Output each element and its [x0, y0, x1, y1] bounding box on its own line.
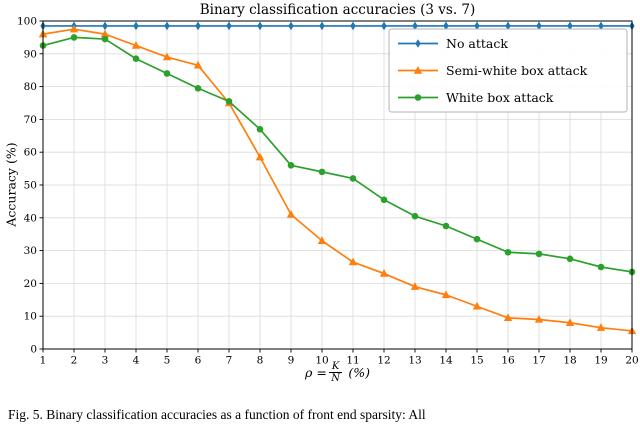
legend-label: White box attack [446, 90, 554, 105]
y-tick-label: 30 [24, 245, 37, 257]
x-tick-label: 6 [195, 355, 202, 367]
legend-label: No attack [446, 36, 508, 51]
x-tick-label: 5 [164, 355, 171, 367]
x-tick-label: 3 [102, 355, 109, 367]
x-tick-label: 13 [408, 355, 421, 367]
y-tick-label: 10 [24, 311, 37, 323]
series-semi-white-box-attack [38, 24, 637, 335]
plot-area: 1 2 3 4 5 6 7 8 9 10 11 12 13 14 15 16 17 18 19 20010203040… [17, 16, 639, 367]
y-tick-label: 70 [24, 114, 37, 126]
y-tick-label: 50 [24, 180, 37, 192]
legend: No attack Semi-white box attack White box … [388, 28, 628, 113]
series-white-box-attack [39, 34, 636, 276]
y-tick-label: 60 [24, 147, 37, 159]
x-tick-label: 1 [40, 355, 47, 367]
x-tick-label: 8 [257, 355, 264, 367]
x-tick-label: 11 [346, 355, 359, 367]
x-tick-label: 4 [133, 355, 140, 367]
y-tick-label: 40 [24, 212, 37, 224]
figure-caption: Fig. 5. Binary classification accuracies… [8, 407, 426, 422]
x-tick-label: 20 [625, 355, 638, 367]
legend-label: Semi-white box attack [446, 63, 588, 78]
y-tick-label: 0 [30, 344, 37, 356]
plot-border [42, 20, 633, 350]
xlabel-denominator: N [331, 373, 340, 384]
x-tick-label: 19 [594, 355, 607, 367]
chart-title: Binary classification accuracies (3 vs. … [199, 2, 476, 18]
y-tick-label: 90 [24, 48, 37, 60]
y-tick-label: 20 [24, 278, 37, 290]
x-tick-label: 2 [71, 355, 78, 367]
x-tick-label: 9 [288, 355, 295, 367]
y-tick-label: 80 [24, 81, 37, 93]
xlabel-prefix: ρ = [305, 365, 327, 380]
x-axis-label: ρ = K N (%) [43, 361, 632, 385]
y-tick-label: 100 [17, 16, 37, 28]
x-tick-label: 18 [563, 355, 576, 367]
xlabel-numerator: K [328, 361, 343, 373]
x-tick-label: 17 [532, 355, 545, 367]
x-tick-label: 7 [226, 355, 233, 367]
x-tick-label: 14 [439, 355, 453, 367]
x-tick-label: 12 [377, 355, 390, 367]
x-tick-label: 10 [315, 355, 328, 367]
xlabel-suffix: (%) [348, 365, 370, 380]
x-tick-label: 16 [501, 355, 515, 367]
x-tick-label: 15 [470, 355, 483, 367]
